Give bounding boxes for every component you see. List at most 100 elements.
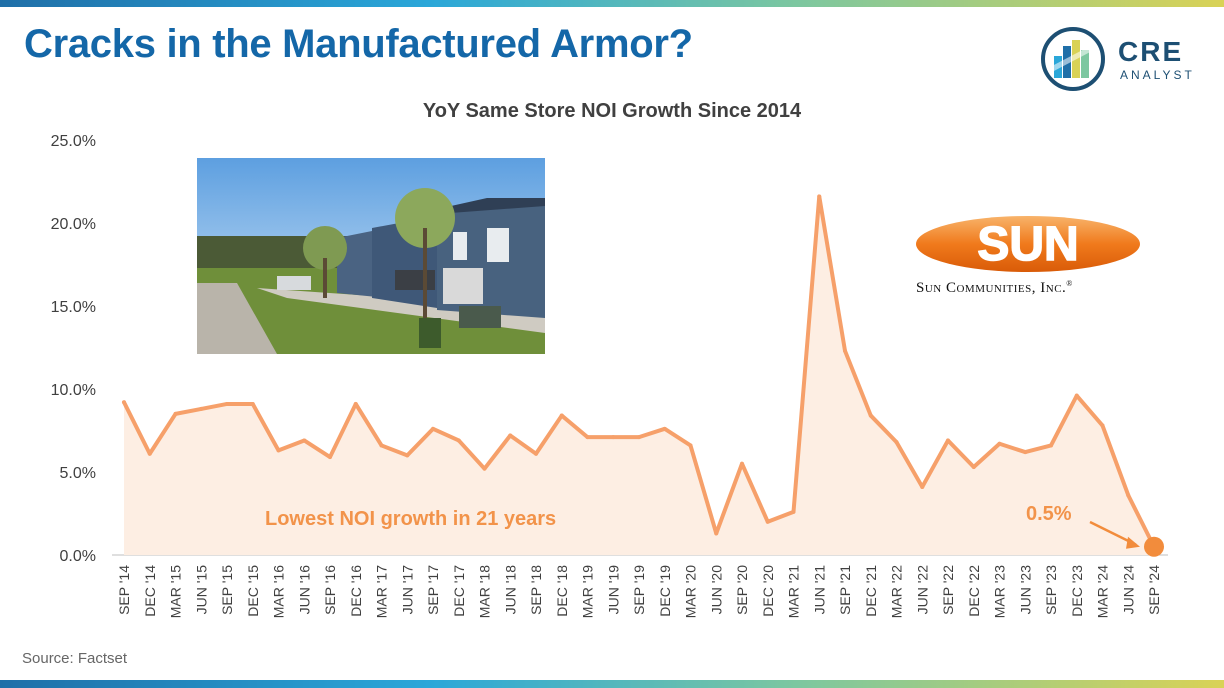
x-tick-label: JUN '21: [811, 565, 827, 615]
data-point: [894, 440, 899, 445]
data-point: [1074, 393, 1079, 398]
x-tick-label: MAR '17: [374, 565, 390, 618]
sun-tagline: Sun Communities, Inc.®: [916, 279, 1156, 297]
data-point: [585, 435, 590, 440]
data-point: [1100, 423, 1105, 428]
series-area: [124, 196, 1154, 555]
x-tick-label: JUN '23: [1017, 565, 1033, 615]
cre-analyst-logo-icon: [1041, 27, 1105, 91]
data-point: [353, 401, 358, 406]
data-point: [662, 426, 667, 431]
data-point: [688, 443, 693, 448]
data-point: [534, 451, 538, 456]
x-tick-label: MAR '21: [786, 565, 802, 618]
data-point: [225, 401, 229, 406]
x-tick-label: SEP '14: [116, 565, 132, 615]
data-point: [1049, 443, 1053, 448]
x-tick-label: MAR '20: [683, 565, 699, 618]
data-point: [868, 413, 873, 418]
x-tick-label: DEC '14: [142, 565, 158, 617]
x-tick-label: SEP '17: [425, 565, 441, 615]
x-tick-label: MAR '23: [992, 565, 1008, 618]
x-tick-label: SEP '18: [528, 565, 544, 615]
data-point: [199, 406, 204, 411]
callout-arrow-head: [1126, 536, 1140, 549]
data-point: [173, 411, 178, 416]
sun-registered-mark: ®: [1066, 279, 1073, 288]
sun-communities-logo: SUN: [914, 212, 1154, 302]
last-data-point: [1144, 536, 1164, 557]
data-point: [946, 438, 950, 443]
data-point: [276, 448, 281, 453]
x-tick-label: JUN '17: [399, 565, 415, 615]
data-point: [147, 451, 152, 456]
top-accent-bar: [0, 0, 1224, 7]
data-point: [379, 443, 384, 448]
x-tick-label: DEC '18: [554, 565, 570, 617]
manufactured-homes-photo: [197, 158, 545, 354]
data-point: [791, 509, 796, 514]
x-tick-label: JUN '18: [502, 565, 518, 615]
bottom-accent-bar: [0, 680, 1224, 688]
data-point: [328, 455, 332, 460]
data-point: [997, 441, 1002, 446]
x-tick-label: MAR '19: [580, 565, 596, 618]
x-tick-label: MAR '16: [271, 565, 287, 618]
x-tick-label: MAR '15: [168, 565, 184, 618]
x-tick-label: SEP '20: [734, 565, 750, 615]
x-tick-label: DEC '20: [760, 565, 776, 617]
x-tick-label: SEP '22: [940, 565, 956, 615]
sun-tagline-text: Sun Communities, Inc.: [916, 280, 1067, 296]
source-note: Source: Factset: [22, 650, 128, 667]
last-value-callout: 0.5%: [1026, 503, 1072, 525]
x-tick-label: DEC '16: [348, 565, 364, 617]
data-point: [765, 519, 770, 524]
x-tick-label: SEP '16: [322, 565, 338, 615]
x-tick-label: JUN '22: [914, 565, 930, 615]
lowest-growth-annotation: Lowest NOI growth in 21 years: [265, 508, 557, 530]
x-tick-label: SEP '15: [219, 565, 235, 615]
data-point: [559, 413, 564, 418]
brand-main: CRE: [1118, 36, 1184, 67]
data-point: [302, 438, 307, 443]
cre-analyst-logo: CRE ANALYST: [1040, 26, 1210, 94]
data-point: [431, 426, 435, 431]
x-tick-label: JUN '16: [296, 565, 312, 615]
x-tick-label: SEP '24: [1146, 565, 1162, 615]
x-tick-label: SEP '21: [837, 565, 853, 615]
x-tick-label: JUN '24: [1120, 565, 1136, 615]
x-tick-label: DEC '17: [451, 565, 467, 617]
data-point: [637, 435, 641, 440]
data-point: [122, 400, 126, 405]
x-tick-label: JUN '19: [605, 565, 621, 615]
x-tick-label: SEP '19: [631, 565, 647, 615]
chart-title: YoY Same Store NOI Growth Since 2014: [422, 100, 802, 122]
x-tick-label: DEC '23: [1069, 565, 1085, 617]
data-point: [611, 435, 616, 440]
data-point: [1126, 493, 1131, 498]
data-point: [920, 484, 925, 489]
data-point: [740, 461, 744, 466]
y-tick-label: 15.0%: [51, 299, 96, 316]
y-tick-label: 20.0%: [51, 216, 96, 233]
sun-wordmark: SUN: [977, 218, 1078, 271]
data-point: [1023, 450, 1028, 455]
y-tick-label: 0.0%: [60, 548, 96, 565]
data-point: [456, 438, 461, 443]
x-tick-label: MAR '22: [889, 565, 905, 618]
x-tick-label: DEC '21: [863, 565, 879, 617]
data-point: [508, 433, 513, 438]
data-point: [714, 531, 719, 536]
x-tick-label: DEC '15: [245, 565, 261, 617]
y-tick-label: 5.0%: [60, 465, 96, 482]
data-point: [250, 401, 255, 406]
x-tick-label: SEP '23: [1043, 565, 1059, 615]
x-tick-label: JUN '20: [708, 565, 724, 615]
data-point: [817, 194, 822, 199]
data-point: [405, 453, 410, 458]
page-title: Cracks in the Manufactured Armor?: [24, 22, 693, 66]
y-tick-label: 25.0%: [51, 133, 96, 150]
brand-sub: ANALYST: [1120, 68, 1195, 82]
x-tick-label: MAR '18: [477, 565, 493, 618]
